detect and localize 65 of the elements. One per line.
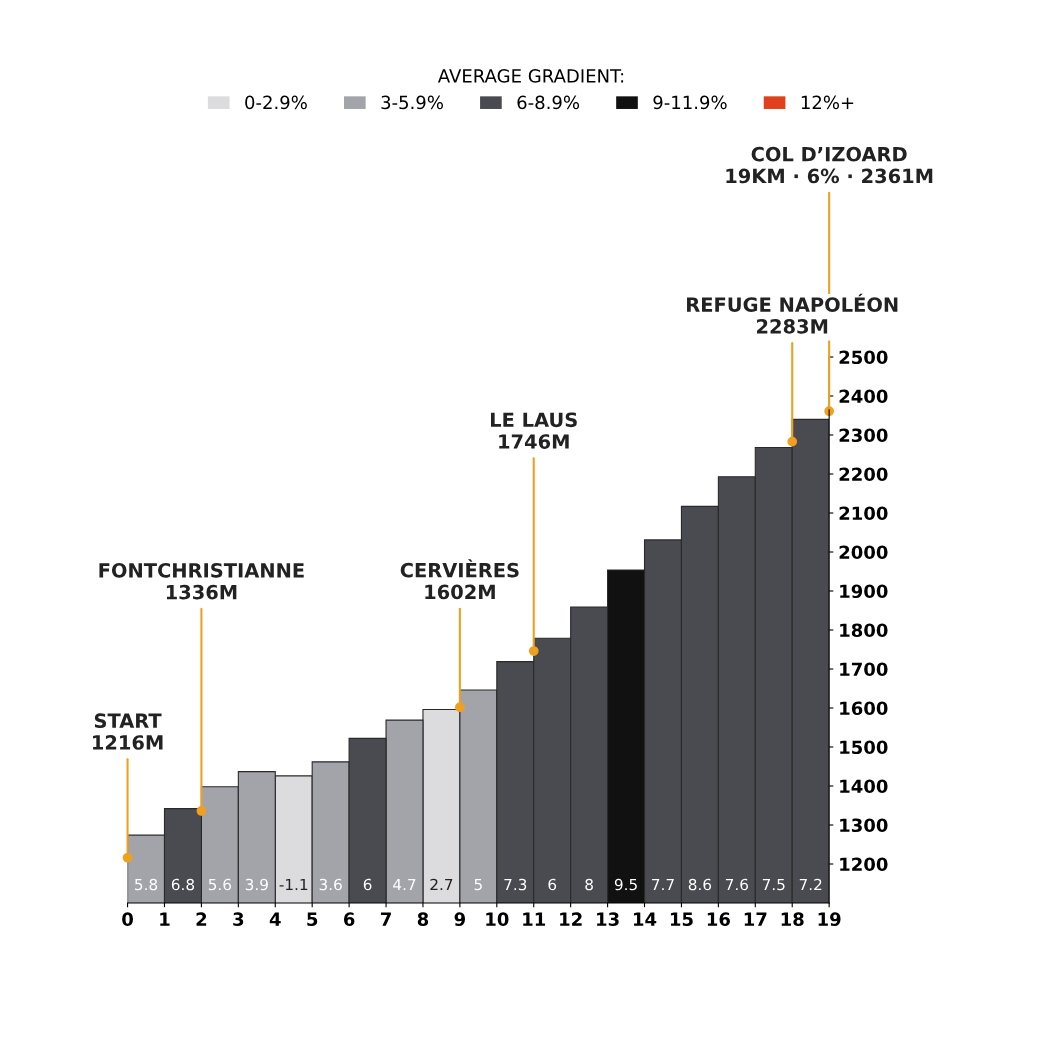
y-tick-label: 1600 (840, 701, 888, 716)
x-tick-label: 16 (707, 912, 730, 926)
y-tick-label: 1300 (840, 818, 888, 833)
x-tick-label: 7 (380, 912, 391, 926)
y-tick-label: 1500 (840, 740, 888, 755)
text: 3.6 (319, 878, 342, 891)
y-tick-label: 1900 (840, 584, 888, 599)
y-tick-label: 2400 (839, 389, 888, 404)
text: 5 (474, 878, 482, 891)
legend-label: 6-8.9% (517, 95, 580, 110)
text: 5.6 (208, 878, 232, 891)
text: 7.2 (799, 878, 822, 891)
text: 9.5 (614, 878, 637, 891)
text: 6 (548, 878, 557, 891)
legend-label: 0-2.9% (245, 95, 307, 110)
x-tick-label: 0 (122, 912, 133, 926)
text: 8 (585, 878, 593, 891)
x-tick-label: 2 (196, 912, 207, 926)
text: 7.7 (652, 878, 674, 891)
y-tick-label: 2100 (839, 506, 888, 521)
x-tick-label: 18 (781, 912, 804, 926)
annotation: FONTCHRISTIANNE 1336M (99, 562, 304, 600)
y-tick-label: 2500 (839, 350, 888, 365)
x-tick-label: 8 (417, 912, 429, 926)
x-tick-label: 12 (560, 912, 582, 926)
y-tick-label: 2300 (839, 428, 888, 443)
text: 8.6 (688, 878, 712, 891)
text: 7.5 (762, 878, 785, 891)
annotation: REFUGE NAPOLÉON 2283M (687, 293, 898, 334)
y-tick-label: 2000 (839, 545, 888, 560)
x-tick-label: 13 (597, 912, 619, 926)
text: 7.6 (725, 878, 749, 891)
text: 4.7 (393, 878, 416, 891)
legend-label: 9-11.9% (653, 95, 727, 110)
x-tick-label: 11 (523, 912, 546, 926)
x-tick-label: 10 (486, 912, 509, 926)
x-tick-label: 6 (343, 912, 355, 926)
annotation: START 1216M (93, 713, 163, 750)
x-tick-label: 17 (744, 912, 767, 926)
text: 7.3 (504, 878, 527, 891)
x-tick-label: 4 (269, 912, 281, 926)
y-tick-label: 1700 (840, 662, 888, 677)
x-tick-label: 3 (233, 912, 244, 926)
annotation: COL D’IZOARD 19KM · 6% · 2361M (726, 146, 933, 184)
x-tick-label: 19 (818, 912, 841, 926)
annotation: CERVIÈRES 1602M (400, 559, 519, 600)
x-tick-label: 1 (160, 912, 170, 926)
legend-label: 3-5.9% (381, 95, 443, 110)
text: 5.8 (135, 878, 158, 891)
legend-label: 12%+ (801, 95, 854, 110)
text: 2.7 (430, 878, 453, 891)
x-tick-label: 14 (633, 912, 657, 926)
text: -1.1 (279, 878, 308, 891)
text: 6 (363, 878, 372, 891)
annotation: LE LAUS 1746M (490, 412, 577, 449)
x-tick-label: 5 (307, 912, 318, 926)
y-tick-label: 1200 (840, 857, 888, 872)
text: 3.9 (245, 878, 268, 891)
text: 6.8 (171, 878, 195, 891)
y-tick-label: 1800 (840, 623, 888, 638)
legend-title: AVERAGE GRADIENT: (437, 69, 624, 83)
y-tick-label: 1400 (840, 779, 888, 794)
y-tick-label: 2200 (839, 467, 888, 482)
x-tick-label: 15 (670, 912, 693, 926)
x-tick-label: 9 (454, 912, 466, 926)
